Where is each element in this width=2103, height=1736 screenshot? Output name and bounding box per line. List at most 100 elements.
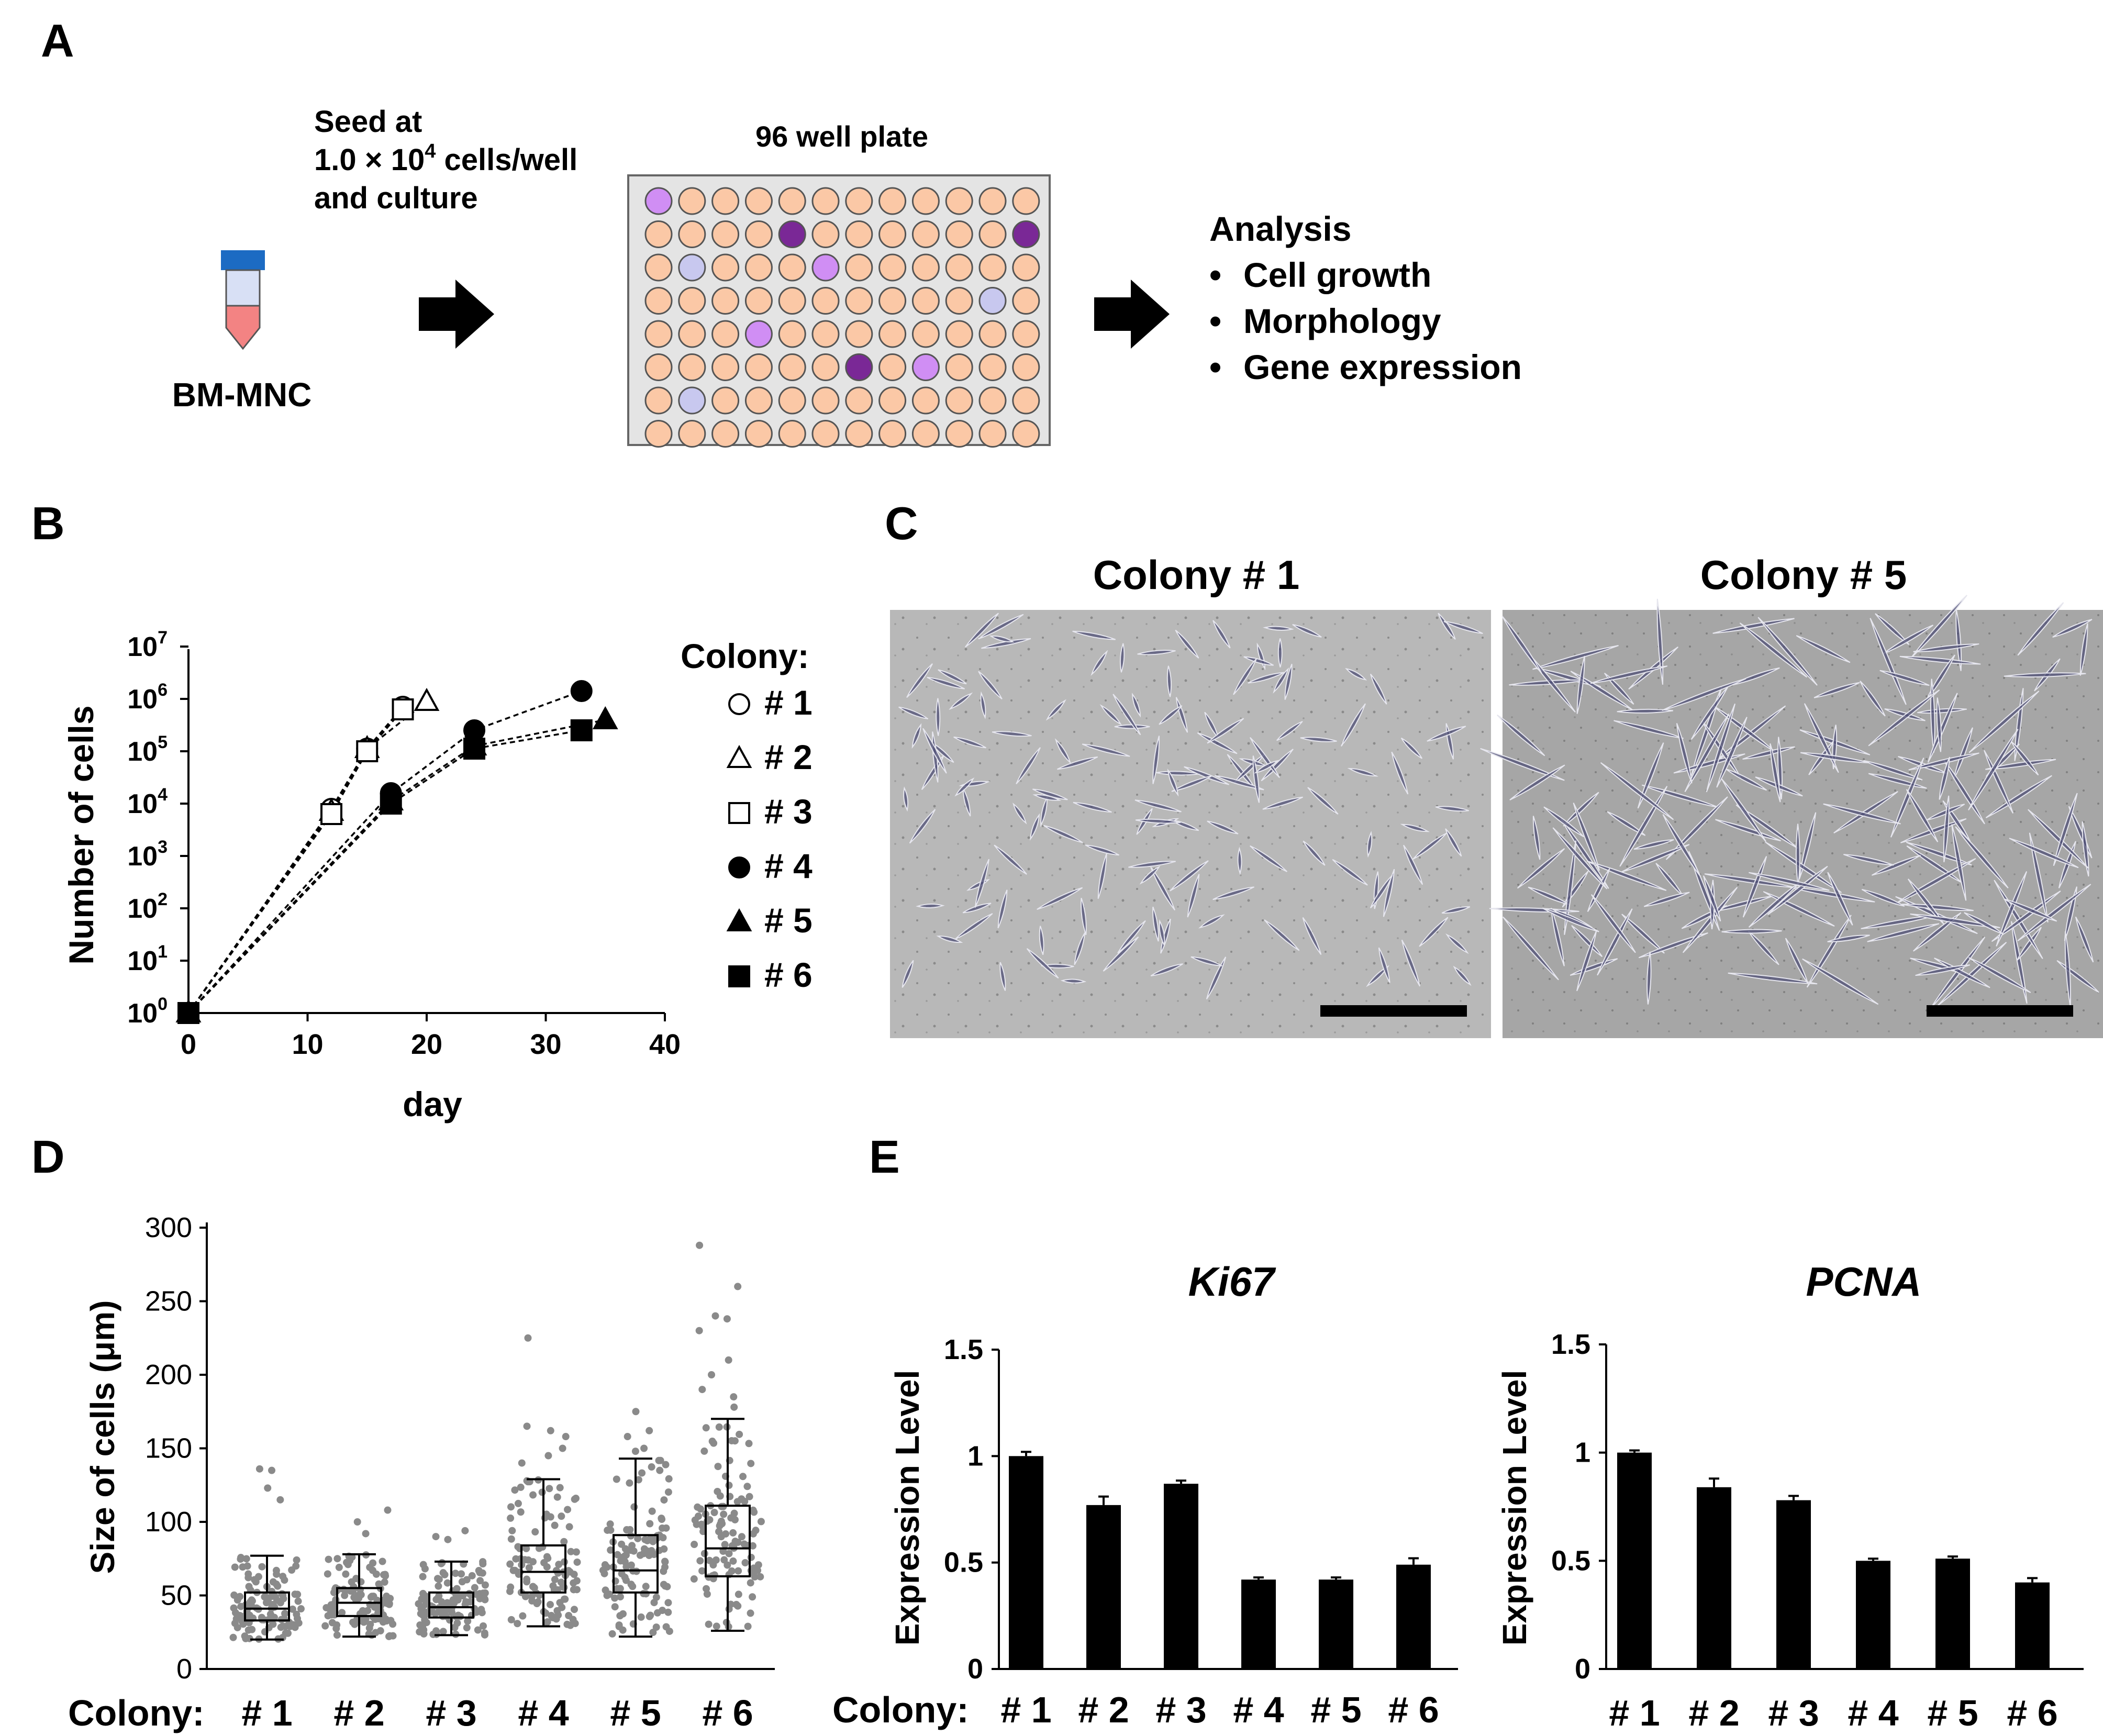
micrograph-colony-5 (1480, 595, 2103, 1038)
cell-shape (1152, 906, 1159, 942)
cell-shape (1378, 947, 1390, 983)
data-point (622, 1551, 630, 1559)
cell-shape (981, 638, 1031, 649)
outlier-point (711, 1312, 719, 1320)
data-point (239, 1620, 247, 1628)
cell-shape (1441, 906, 1471, 914)
analysis-bullet: • (1209, 255, 1221, 294)
data-point (451, 1623, 459, 1631)
legend-marker (728, 802, 750, 824)
data-point (365, 1624, 373, 1632)
data-point (294, 1590, 302, 1598)
well (1012, 253, 1040, 282)
data-point (464, 1617, 472, 1625)
data-point (417, 1609, 425, 1617)
analysis-bullet: • (1209, 348, 1221, 386)
data-point (466, 1598, 474, 1606)
outlier-point (276, 1496, 284, 1504)
data-point (621, 1573, 629, 1581)
cell-shape (1868, 689, 1940, 747)
outlier-point (544, 1452, 552, 1460)
data-point (740, 1540, 748, 1548)
cell-shape (1412, 832, 1448, 860)
data-point (646, 1520, 654, 1528)
well (1012, 386, 1040, 415)
data-point (648, 1507, 656, 1515)
well (1012, 420, 1040, 448)
cell-shape (1703, 875, 1721, 922)
data-point (544, 1554, 552, 1562)
data-point (529, 1558, 537, 1566)
cell-shape (1160, 918, 1171, 954)
well (978, 287, 1007, 315)
cell-shape (1633, 839, 1674, 850)
cell-shape (1587, 868, 1610, 912)
cell-shape (2004, 672, 2086, 678)
x-category-label: # 2 (1688, 1693, 1739, 1733)
cell-shape (1907, 878, 1944, 925)
data-point (637, 1613, 645, 1621)
cell-shape (1233, 658, 1258, 695)
cell-shape (1770, 743, 1781, 803)
legend-marker (728, 693, 750, 715)
cell-shape (1366, 965, 1390, 987)
bar (1935, 1559, 1970, 1669)
cell-shape (902, 960, 914, 988)
well (911, 420, 940, 448)
data-point (335, 1563, 343, 1571)
data-point (479, 1558, 487, 1566)
well (644, 287, 673, 315)
cell-shape (1400, 737, 1423, 759)
data-point (273, 1596, 281, 1604)
cell-shape (1060, 978, 1087, 984)
cell-shape (2010, 741, 2039, 776)
data-point (471, 1584, 479, 1592)
data-point (592, 706, 618, 729)
cell-shape (1607, 811, 1646, 836)
data-point (421, 1616, 429, 1624)
data-point (389, 1632, 397, 1640)
well (644, 386, 673, 415)
analysis-bullet: • (1209, 302, 1221, 340)
x-category-label: # 5 (610, 1693, 661, 1733)
chart-e1-ylabel: Expression Level (888, 1370, 926, 1645)
cell-shape (2017, 602, 2064, 656)
data-point (611, 1603, 619, 1611)
well (811, 353, 840, 381)
seed-line-3: and culture (314, 181, 478, 215)
data-point (749, 1593, 756, 1601)
data-point (691, 1541, 698, 1549)
cell-shape (1184, 766, 1230, 785)
cell-shape (1307, 787, 1339, 815)
analysis-title: Analysis (1209, 209, 1351, 248)
data-point (662, 1461, 670, 1468)
well (678, 320, 706, 348)
cell-shape (1097, 853, 1107, 899)
data-point (277, 1623, 285, 1631)
well (845, 287, 873, 315)
data-point (747, 1460, 755, 1467)
arrow-right-icon (1094, 280, 1170, 349)
cell-shape (1032, 794, 1062, 801)
data-point (735, 1567, 742, 1575)
data-point (471, 1605, 479, 1612)
data-point (333, 1555, 341, 1563)
data-point (757, 1518, 765, 1526)
data-point (233, 1623, 241, 1631)
panel-c: Colony # 1 Colony # 5 (890, 552, 2103, 1038)
well (845, 420, 873, 448)
x-category-label: # 2 (333, 1693, 384, 1733)
data-point (661, 1563, 669, 1571)
well (811, 187, 840, 215)
y-tick-label: 100 (145, 1506, 192, 1538)
well (845, 353, 873, 381)
cell-shape (1767, 865, 1828, 915)
data-point (507, 1503, 515, 1511)
cell-shape (1716, 717, 1748, 788)
cell-shape (989, 635, 1015, 643)
data-point (560, 1538, 568, 1545)
data-point (715, 1423, 723, 1431)
cell-shape (938, 669, 967, 685)
data-point (729, 1529, 737, 1537)
cell-shape (2079, 623, 2088, 676)
